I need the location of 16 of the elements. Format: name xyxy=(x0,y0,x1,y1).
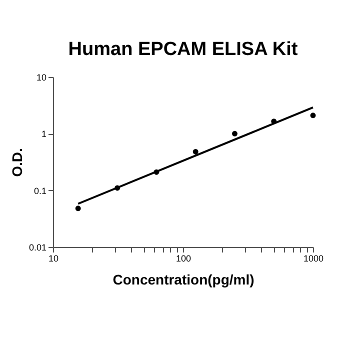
point xyxy=(310,112,316,118)
point xyxy=(75,206,81,212)
y-tick-label: 0.01 xyxy=(28,242,46,252)
chart-title: Human EPCAM ELISA Kit xyxy=(68,39,298,60)
point xyxy=(154,169,160,175)
point xyxy=(232,130,238,136)
y-axis-title: O.D. xyxy=(8,148,25,177)
x-tick-label: 10 xyxy=(48,254,59,264)
x-axis-title: Concentration(pg/ml) xyxy=(112,272,254,288)
y-tick-label: 0.1 xyxy=(34,186,46,196)
point xyxy=(114,185,120,191)
y-tick-label: 1 xyxy=(41,129,46,140)
y-tick-label: 10 xyxy=(36,72,46,82)
point xyxy=(192,148,198,154)
x-tick-label: 1000 xyxy=(303,254,324,264)
x-tick-label: 100 xyxy=(176,254,192,264)
